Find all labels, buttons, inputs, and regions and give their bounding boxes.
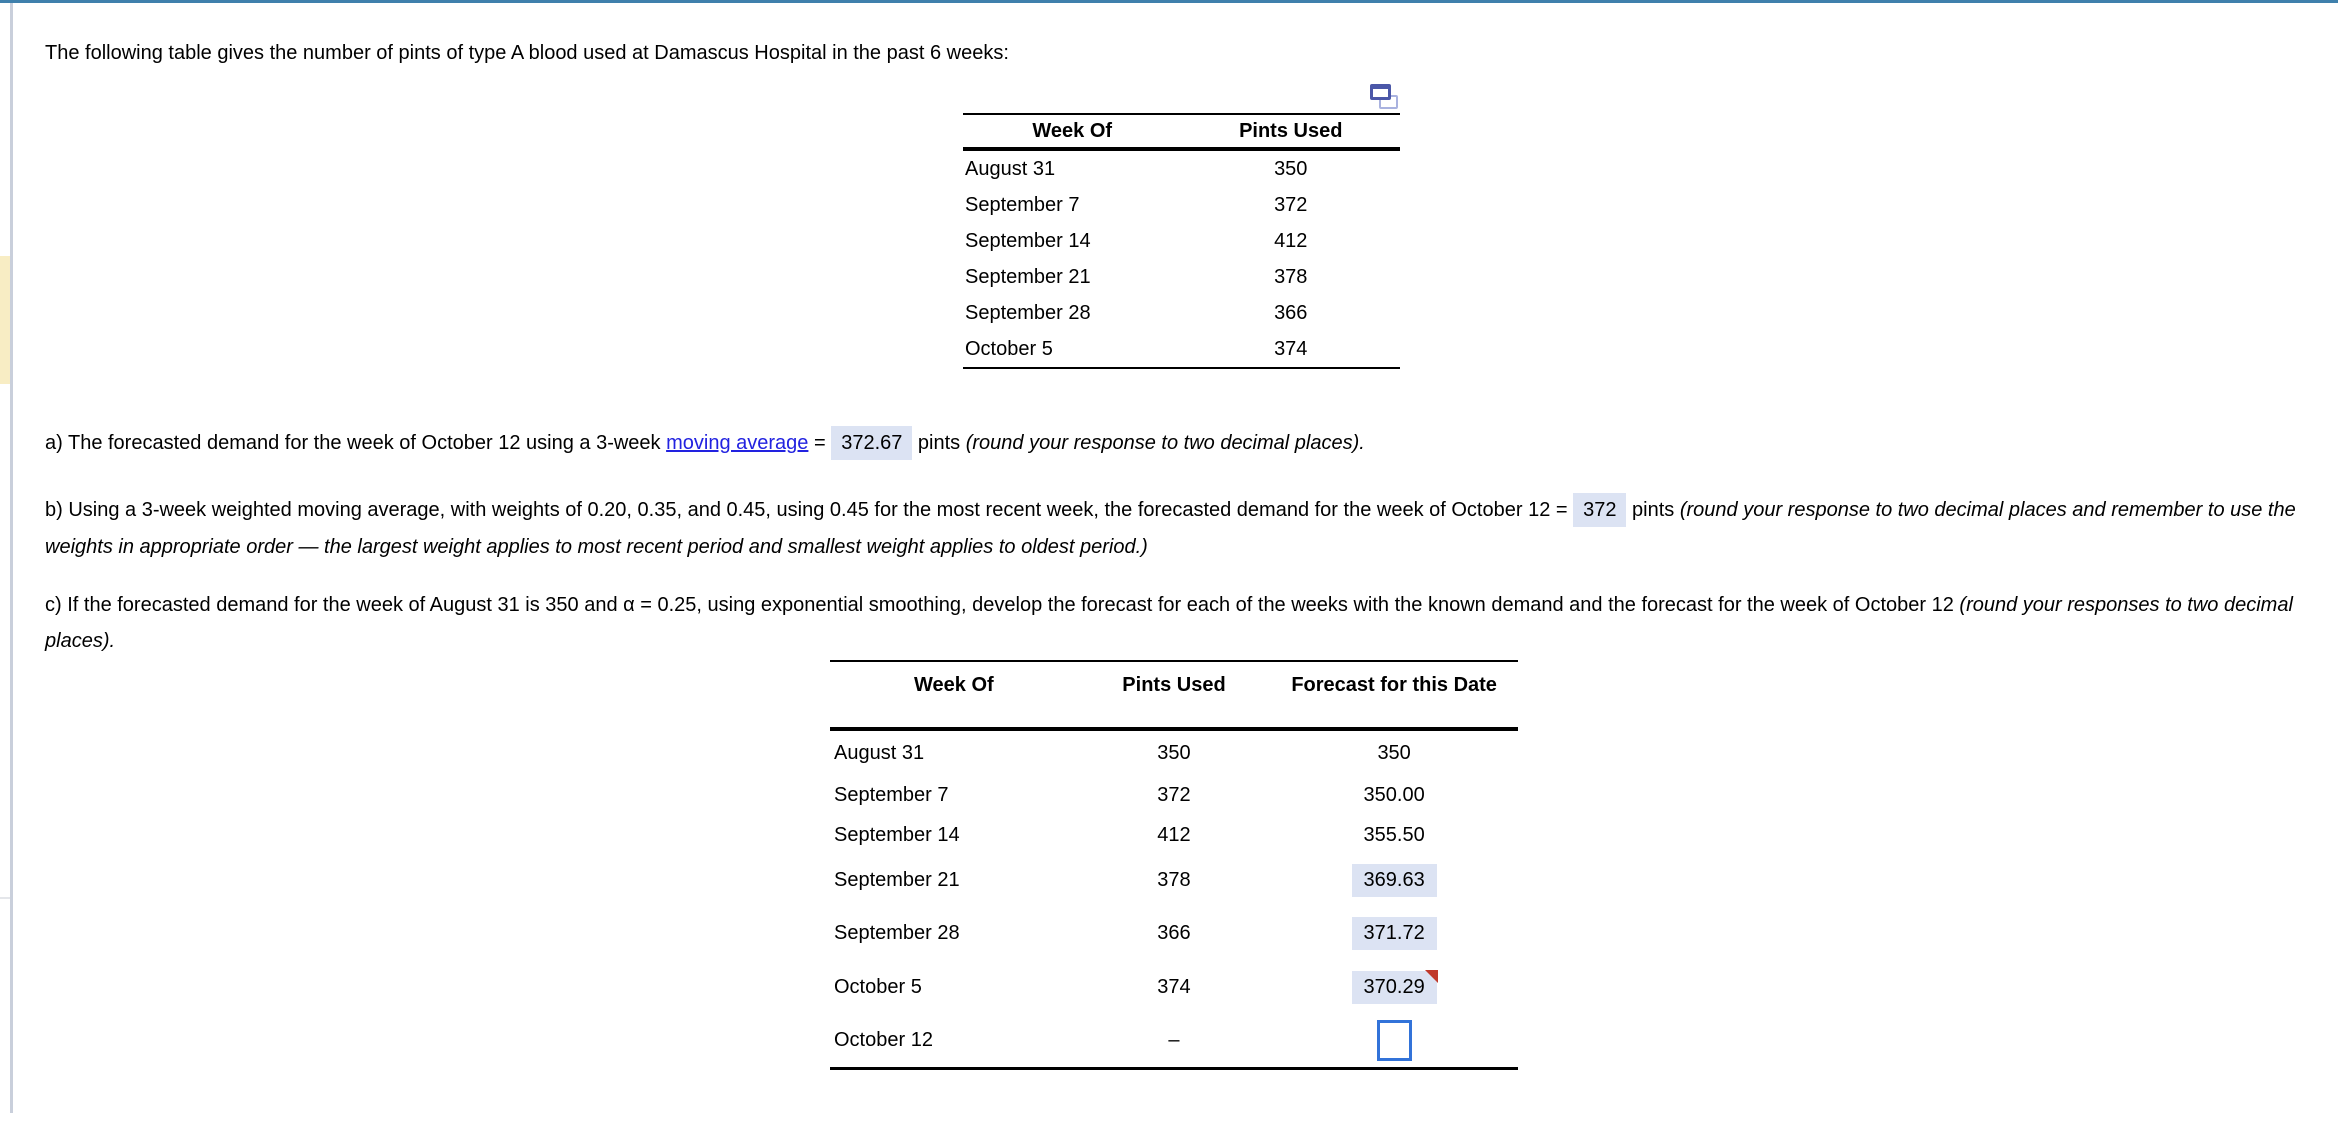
table-row: October 12 – <box>830 1014 1518 1067</box>
table-row: September 21 378 369.63 <box>830 854 1518 906</box>
column-header-week-of: Week Of <box>914 674 994 696</box>
pints-cell: 374 <box>1157 975 1191 998</box>
pints-cell: 378 <box>1157 868 1191 891</box>
column-header-forecast: Forecast for this Date <box>1291 674 1497 696</box>
table-row: September 21 378 <box>963 259 1400 295</box>
table-row: October 5 374 <box>963 331 1400 367</box>
week-cell: August 31 <box>834 741 925 764</box>
pints-cell: 412 <box>1157 823 1191 846</box>
demand-table-body: August 31 350 September 7 372 September … <box>963 151 1400 367</box>
forecast-cell <box>1270 1020 1518 1061</box>
forecast-value: 350 <box>1365 737 1422 770</box>
forecast-value-text: 371.72 <box>1363 921 1425 944</box>
week-cell: September 21 <box>965 265 1091 288</box>
forecast-cell: 355.50 <box>1270 819 1518 852</box>
column-header-pints-used: Pints Used <box>1122 674 1226 696</box>
left-margin-rule <box>10 3 13 1113</box>
table-row: September 28 366 371.72 <box>830 906 1518 960</box>
table-row: October 5 374 370.29 <box>830 960 1518 1014</box>
forecast-value: 370.29 <box>1351 969 1438 1004</box>
forecast-value-text: 350.00 <box>1363 784 1425 806</box>
part-a-answer: 372.67 <box>831 426 913 460</box>
column-header-week-of: Week Of <box>1032 119 1113 142</box>
demand-table-header: Week Of Pints Used <box>963 115 1400 151</box>
page-top-border <box>0 0 2338 3</box>
pints-cell: – <box>1168 1029 1180 1051</box>
left-margin-highlight-strip <box>0 256 10 384</box>
copy-icon[interactable] <box>1370 84 1398 109</box>
pints-cell: 350 <box>1274 157 1308 180</box>
pints-cell: 366 <box>1274 301 1308 324</box>
table-row: September 7 372 350.00 <box>830 775 1518 816</box>
table-row: September 14 412 355.50 <box>830 816 1518 854</box>
week-cell: August 31 <box>965 157 1056 180</box>
problem-statement: The following table gives the number of … <box>45 42 1009 64</box>
part-c-body: c) If the forecasted demand for the week… <box>45 594 1960 616</box>
pints-cell: 374 <box>1274 337 1308 360</box>
forecast-cell: 371.72 <box>1270 916 1518 950</box>
part-b-note: (round your response to two decimal plac… <box>45 499 2296 558</box>
forecast-cell: 350 <box>1270 737 1518 770</box>
week-cell: September 14 <box>965 229 1091 252</box>
forecast-value-text: 350 <box>1377 741 1411 764</box>
week-cell: September 21 <box>834 868 960 891</box>
forecast-table: Week Of Pints Used Forecast for this Dat… <box>830 660 1518 1070</box>
week-cell: October 12 <box>834 1029 933 1051</box>
forecast-cell: 370.29 <box>1270 969 1518 1004</box>
forecast-value: 350.00 <box>1352 779 1437 812</box>
part-a-prefix: a) The forecasted demand for the week of… <box>45 432 667 454</box>
pints-cell: 350 <box>1157 741 1191 764</box>
forecast-value-text: 370.29 <box>1363 975 1425 998</box>
part-b-text: b) Using a 3-week weighted moving averag… <box>45 492 2307 566</box>
part-a-equals: = <box>808 432 832 454</box>
left-margin-divider <box>0 897 10 899</box>
table-row: September 28 366 <box>963 295 1400 331</box>
forecast-value-text: 355.50 <box>1363 823 1425 846</box>
week-cell: September 7 <box>834 784 949 806</box>
week-cell: September 28 <box>834 921 960 944</box>
forecast-value: 355.50 <box>1352 819 1437 852</box>
part-b-answer: 372 <box>1573 493 1627 527</box>
table-row: September 14 412 <box>963 223 1400 259</box>
part-b-prefix: b) Using a 3-week weighted moving averag… <box>45 499 1574 521</box>
pints-cell: 372 <box>1157 784 1191 806</box>
pints-cell: 412 <box>1274 229 1308 252</box>
table-row: August 31 350 350 <box>830 731 1518 775</box>
week-cell: September 14 <box>834 823 960 846</box>
table-row: September 7 372 <box>963 187 1400 223</box>
demand-table: Week Of Pints Used August 31 350 Septemb… <box>963 84 1400 369</box>
part-c-text: c) If the forecasted demand for the week… <box>45 587 2307 659</box>
forecast-value-text: 369.63 <box>1363 868 1425 891</box>
table-row: August 31 350 <box>963 151 1400 187</box>
week-cell: October 5 <box>965 337 1053 360</box>
part-c-note: (round your responses to two decimal pla… <box>45 594 2293 652</box>
forecast-input[interactable] <box>1376 1020 1412 1061</box>
flag-corner-icon <box>1424 969 1438 983</box>
pints-cell: 366 <box>1157 921 1191 944</box>
part-a-note: (round your response to two decimal plac… <box>965 432 1365 454</box>
moving-average-link[interactable]: moving average <box>666 432 809 454</box>
forecast-table-body: August 31 350 350 September 7 372 350.00… <box>830 731 1518 1067</box>
copy-icon-front <box>1370 84 1391 100</box>
forecast-value: 369.63 <box>1351 863 1437 897</box>
part-b-units: pints <box>1626 499 1680 521</box>
part-a-text: a) The forecasted demand for the week of… <box>45 425 2307 462</box>
column-header-pints-used: Pints Used <box>1239 119 1343 142</box>
week-cell: September 7 <box>965 193 1080 216</box>
pints-cell: 372 <box>1274 193 1308 216</box>
forecast-value: 371.72 <box>1351 916 1437 950</box>
week-cell: October 5 <box>834 975 922 998</box>
forecast-table-header: Week Of Pints Used Forecast for this Dat… <box>830 662 1518 731</box>
part-a-units: pints <box>912 432 966 454</box>
forecast-cell: 350.00 <box>1270 779 1518 812</box>
forecast-cell: 369.63 <box>1270 863 1518 897</box>
pints-cell: 378 <box>1274 265 1308 288</box>
week-cell: September 28 <box>965 301 1091 324</box>
